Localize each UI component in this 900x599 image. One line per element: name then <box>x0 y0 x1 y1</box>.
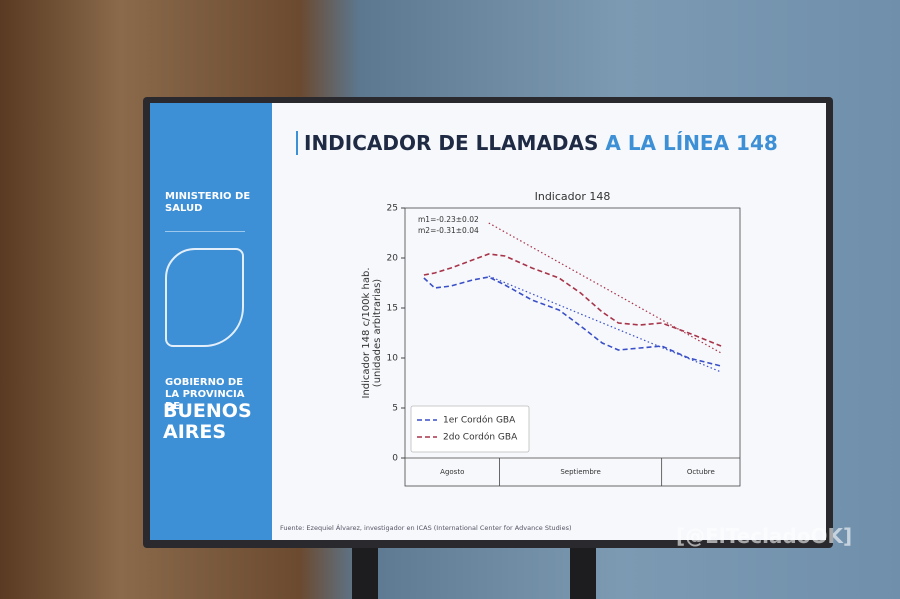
fit-line <box>488 222 722 354</box>
sidebar: MINISTERIO DE SALUD GOBIERNO DE LA PROVI… <box>150 103 272 540</box>
y-axis-label: Indicador 148 c/100k hab. <box>361 268 372 399</box>
series-line <box>423 253 722 347</box>
legend <box>410 405 530 453</box>
x-section-label: Septiembre <box>560 468 600 476</box>
watermark: [@ElTecladoOK] <box>676 524 853 548</box>
y-tick-label: 15 <box>387 304 398 314</box>
title-accent: A LA LÍNEA 148 <box>605 131 778 155</box>
ministry: MINISTERIO DE SALUD <box>165 191 251 214</box>
y-tick-label: 25 <box>387 204 398 214</box>
fit-line <box>488 275 722 373</box>
title-main: INDICADOR DE LLAMADAS <box>304 131 599 155</box>
annotation: m2=-0.31±0.04 <box>418 226 479 235</box>
y-tick-label: 0 <box>392 454 398 464</box>
divider <box>165 231 245 232</box>
stand-leg <box>352 548 378 599</box>
legend-label: 1er Cordón GBA <box>443 415 516 426</box>
annotation: m1=-0.23±0.02 <box>418 215 479 224</box>
y-tick-label: 5 <box>392 404 398 414</box>
province: BUENOS AIRES <box>163 400 252 443</box>
stand-leg <box>570 548 596 599</box>
chart-title: Indicador 148 <box>535 190 611 203</box>
source: Fuente: Ezequiel Álvarez, investigador e… <box>280 524 572 532</box>
series-line <box>423 276 722 367</box>
plot-frame <box>404 207 741 487</box>
province-logo <box>165 248 244 347</box>
legend-label: 2do Cordón GBA <box>443 432 518 443</box>
y-axis-label: (unidades arbitrarias) <box>372 279 383 387</box>
y-tick-label: 20 <box>387 254 399 264</box>
screen: MINISTERIO DE SALUD GOBIERNO DE LA PROVI… <box>150 103 826 540</box>
government: GOBIERNO DE LA PROVINCIA DE <box>165 377 245 412</box>
x-section-label: Agosto <box>440 468 464 476</box>
x-section-label: Octubre <box>687 468 715 476</box>
slide-title: INDICADOR DE LLAMADAS A LA LÍNEA 148 <box>296 131 778 155</box>
y-tick-label: 10 <box>387 354 399 364</box>
